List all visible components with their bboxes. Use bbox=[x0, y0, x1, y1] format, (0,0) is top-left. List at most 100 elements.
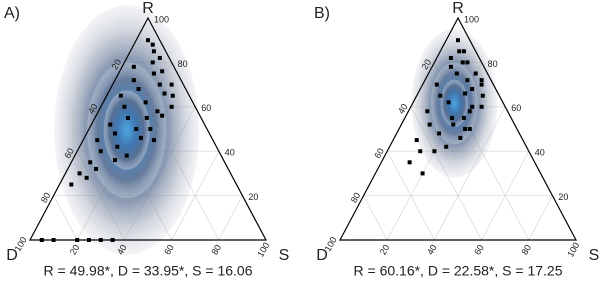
data-point bbox=[144, 115, 149, 120]
axis-label-d: D bbox=[316, 247, 328, 264]
data-point bbox=[112, 131, 117, 136]
data-point bbox=[434, 82, 439, 87]
panel-label: A) bbox=[4, 5, 20, 22]
data-point bbox=[457, 49, 462, 54]
data-point bbox=[418, 149, 423, 154]
caption: R = 60.16*, D = 22.58*, S = 17.25 bbox=[354, 263, 563, 279]
grid-line bbox=[171, 151, 220, 241]
data-point bbox=[88, 160, 93, 165]
data-point bbox=[461, 115, 466, 120]
d-tick-label: 20 bbox=[110, 58, 124, 72]
r-tick-label: 80 bbox=[488, 59, 498, 69]
panel-label: B) bbox=[314, 5, 330, 22]
r-tick-label: 20 bbox=[248, 192, 258, 202]
data-point bbox=[454, 71, 459, 76]
data-point bbox=[157, 82, 162, 87]
data-point bbox=[463, 127, 468, 131]
d-tick-label: 80 bbox=[39, 191, 53, 205]
data-point bbox=[95, 138, 100, 143]
data-point bbox=[155, 109, 160, 114]
data-point bbox=[169, 82, 174, 87]
data-point bbox=[150, 42, 155, 47]
data-point bbox=[138, 135, 143, 140]
data-point bbox=[479, 78, 484, 83]
data-point bbox=[160, 113, 165, 118]
data-point bbox=[480, 93, 485, 98]
r-tick-label: 20 bbox=[558, 192, 568, 202]
s-tick-label: 80 bbox=[209, 243, 223, 257]
density bbox=[440, 79, 468, 128]
data-point bbox=[51, 238, 56, 242]
data-point bbox=[407, 160, 412, 165]
data-point bbox=[151, 71, 156, 76]
data-point bbox=[463, 91, 468, 96]
data-point bbox=[444, 144, 449, 149]
data-point bbox=[75, 238, 80, 242]
data-point bbox=[146, 38, 150, 43]
data-point bbox=[84, 175, 89, 180]
axis-label-s: S bbox=[589, 247, 600, 264]
data-point bbox=[465, 60, 470, 65]
triangle-frame bbox=[29, 16, 267, 241]
data-point bbox=[87, 238, 91, 242]
data-point bbox=[170, 93, 175, 98]
data-point bbox=[77, 171, 82, 176]
data-point bbox=[473, 71, 478, 76]
s-tick-label: 100 bbox=[255, 241, 271, 259]
data-point bbox=[39, 238, 44, 242]
data-point bbox=[115, 144, 120, 149]
data-point bbox=[446, 100, 451, 105]
data-point bbox=[420, 171, 425, 176]
data-point bbox=[160, 69, 165, 74]
data-point bbox=[461, 49, 466, 54]
data-point bbox=[448, 55, 453, 60]
grid-line bbox=[481, 151, 530, 241]
data-point bbox=[94, 166, 99, 171]
data-point bbox=[470, 87, 475, 92]
data-point bbox=[122, 104, 127, 109]
grid-line bbox=[218, 195, 243, 241]
density bbox=[103, 90, 150, 170]
data-point bbox=[124, 153, 129, 158]
data-point bbox=[470, 104, 475, 109]
d-tick-label: 60 bbox=[372, 146, 386, 160]
r-tick-label: 40 bbox=[535, 148, 545, 158]
d-tick-label: 60 bbox=[62, 146, 76, 160]
r-tick-label: 60 bbox=[201, 103, 211, 113]
data-point bbox=[448, 64, 453, 69]
data-point bbox=[157, 55, 162, 60]
data-point bbox=[151, 138, 156, 143]
data-point bbox=[98, 149, 103, 154]
grid-line bbox=[386, 151, 435, 241]
grid-line bbox=[53, 195, 78, 241]
data-point bbox=[437, 131, 442, 136]
data-point bbox=[465, 78, 470, 83]
d-tick-label: 20 bbox=[420, 58, 434, 72]
data-point bbox=[467, 127, 472, 131]
axis-label-r: R bbox=[142, 0, 154, 17]
data-point bbox=[136, 87, 141, 92]
data-point bbox=[432, 149, 437, 154]
s-tick-label: 60 bbox=[472, 243, 486, 257]
triangle-frame bbox=[339, 16, 577, 241]
data-point bbox=[451, 122, 456, 127]
data-point bbox=[150, 60, 155, 65]
data-point bbox=[134, 127, 139, 131]
data-point bbox=[169, 104, 174, 109]
data-point bbox=[69, 182, 74, 187]
r-tick-label: 80 bbox=[178, 59, 188, 69]
data-point bbox=[118, 93, 123, 98]
data-point bbox=[456, 38, 460, 43]
data-point bbox=[458, 135, 463, 140]
data-point bbox=[143, 100, 148, 105]
data-point bbox=[438, 93, 443, 98]
data-point bbox=[427, 122, 432, 127]
data-point bbox=[151, 49, 156, 54]
data-point bbox=[450, 115, 455, 120]
s-tick-label: 100 bbox=[565, 241, 581, 259]
d-tick-label: 80 bbox=[349, 191, 363, 205]
